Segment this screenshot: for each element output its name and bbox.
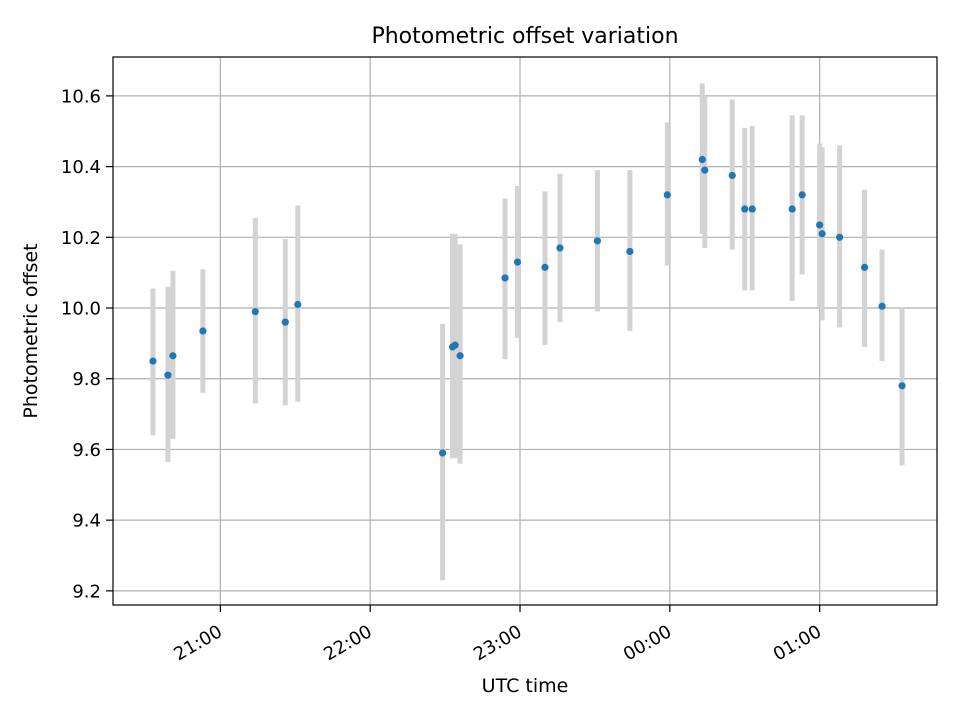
data-point	[251, 307, 259, 316]
y-tick-label: 9.6	[72, 440, 101, 461]
data-point	[663, 191, 671, 199]
data-point	[898, 382, 906, 390]
data-point	[748, 205, 756, 213]
data-point	[816, 221, 824, 229]
data-point	[439, 449, 447, 457]
data-point	[456, 352, 464, 360]
y-tick-label: 9.4	[72, 511, 101, 532]
data-point	[513, 258, 522, 266]
data-point	[541, 263, 549, 271]
y-axis-label: Photometric offset	[20, 243, 42, 418]
y-tick-label: 10.4	[61, 157, 101, 178]
data-point	[294, 300, 302, 309]
data-point	[818, 230, 826, 238]
data-point	[169, 352, 177, 360]
data-point	[698, 155, 706, 164]
data-point	[164, 371, 172, 379]
y-tick-label: 9.8	[72, 369, 101, 390]
y-tick-label: 10.6	[61, 86, 101, 107]
data-point	[878, 302, 886, 310]
data-point	[451, 341, 459, 349]
y-tick-label: 10.0	[61, 299, 101, 320]
data-point	[788, 205, 796, 213]
data-point	[860, 263, 869, 271]
data-point	[149, 357, 157, 365]
data-point	[836, 233, 844, 241]
y-axis-ticks: 9.2 9.4 9.6 9.8 10.0 10.2 10.4 10.6	[61, 86, 113, 602]
data-point	[626, 247, 634, 256]
data-point	[798, 191, 806, 199]
chart-title: Photometric offset variation	[371, 24, 678, 49]
data-point	[593, 237, 602, 245]
data-point	[501, 274, 509, 282]
data-point	[728, 171, 736, 180]
plot-frame	[112, 56, 938, 606]
data-point	[281, 318, 289, 326]
data-point	[556, 244, 564, 252]
data-point	[741, 205, 749, 213]
data-point	[701, 166, 709, 174]
data-points	[149, 155, 906, 457]
x-axis-label: UTC time	[482, 675, 569, 697]
data-point	[199, 327, 207, 335]
y-tick-label: 9.2	[72, 581, 101, 602]
y-tick-label: 10.2	[61, 228, 101, 249]
grid-lines	[113, 57, 937, 605]
